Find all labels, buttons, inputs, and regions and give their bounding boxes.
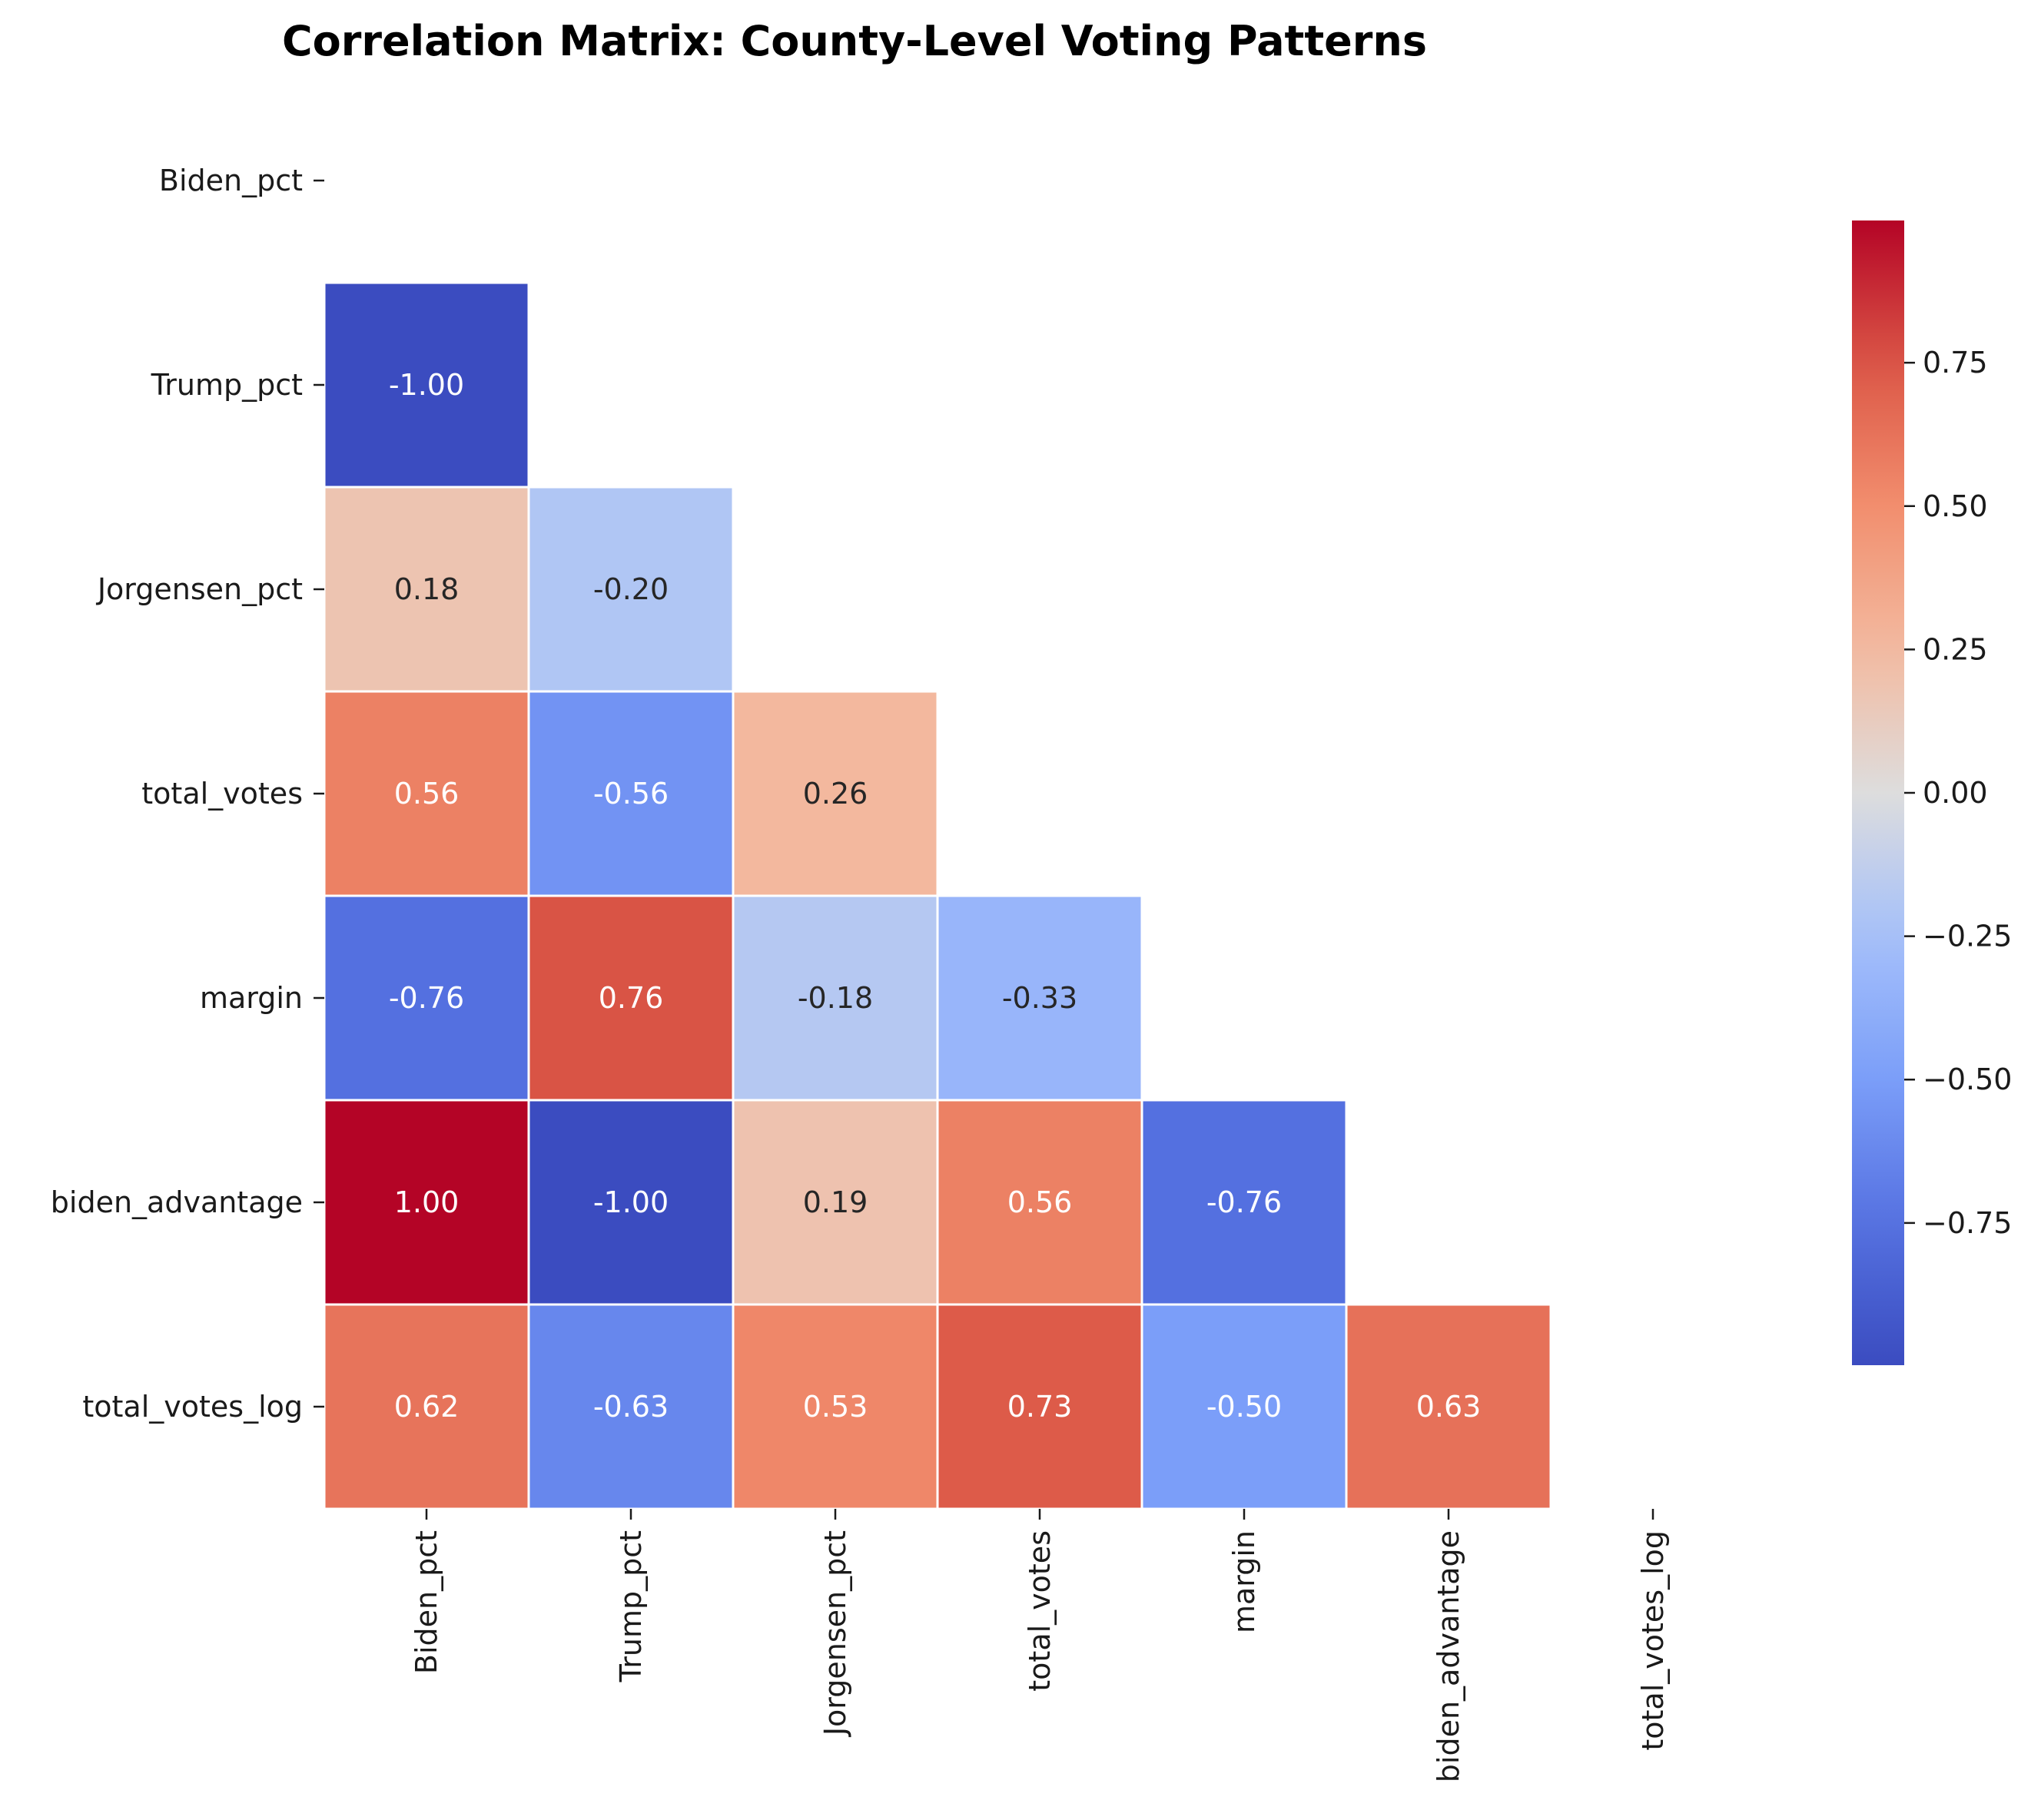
- cell-value-label: -0.56: [593, 777, 669, 811]
- x-tick-label-Jorgensen_pct: Jorgensen_pct: [818, 1530, 852, 1737]
- colorbar-tick-label: −0.75: [1923, 1206, 2012, 1240]
- cell-value-label: 0.76: [599, 981, 664, 1015]
- y-tick-label-total_votes: total_votes: [141, 777, 303, 811]
- cell-value-label: 0.19: [803, 1185, 868, 1219]
- cell-value-label: -0.76: [1206, 1185, 1282, 1219]
- colorbar-tick-label: 0.25: [1923, 632, 1988, 666]
- y-tick-label-Jorgensen_pct: Jorgensen_pct: [96, 572, 303, 606]
- heatmap-cell-total_votes_log-Trump_pct: [527, 1303, 735, 1510]
- heatmap-cell-biden_advantage-total_votes: [936, 1099, 1143, 1306]
- heatmap-cell-biden_advantage-margin: [1140, 1099, 1348, 1306]
- heatmap-cell-biden_advantage-Trump_pct: [527, 1099, 735, 1306]
- heatmap-cell-total_votes_log-margin: [1140, 1303, 1348, 1510]
- cell-value-label: -1.00: [389, 368, 464, 402]
- x-tick-label-total_votes: total_votes: [1023, 1530, 1057, 1692]
- heatmap-cell-total_votes_log-biden_advantage: [1345, 1303, 1552, 1510]
- cell-value-label: 0.62: [394, 1390, 460, 1424]
- cell-value-label: 0.63: [1416, 1390, 1482, 1424]
- y-tick-label-Trump_pct: Trump_pct: [151, 368, 303, 402]
- chart-title: Correlation Matrix: County-Level Voting …: [282, 17, 1427, 65]
- cell-value-label: 0.73: [1007, 1390, 1073, 1424]
- heatmap-cell-total_votes-Trump_pct: [527, 690, 735, 897]
- heatmap-cell-Trump_pct-Biden_pct: [323, 281, 530, 489]
- x-tick-label-Trump_pct: Trump_pct: [614, 1530, 648, 1682]
- heatmap-cell-margin-Trump_pct: [527, 894, 735, 1102]
- cell-value-label: -0.76: [389, 981, 464, 1015]
- cell-value-label: -0.20: [593, 572, 669, 606]
- cell-value-label: 0.56: [1007, 1185, 1073, 1219]
- heatmap-cell-total_votes_log-total_votes: [936, 1303, 1143, 1510]
- cell-value-label: -0.33: [1002, 981, 1077, 1015]
- heatmap-cell-total_votes-Jorgensen_pct: [732, 690, 939, 897]
- x-tick-label-total_votes_log: total_votes_log: [1636, 1530, 1670, 1751]
- cell-value-label: 0.26: [803, 777, 868, 811]
- x-tick-label-Biden_pct: Biden_pct: [410, 1530, 443, 1674]
- y-tick-label-biden_advantage: biden_advantage: [51, 1185, 303, 1219]
- cell-value-label: 0.56: [394, 777, 460, 811]
- heatmap-cells: -1.00 0.18 -0.20 0.56 -0.56 0.26 -0.76 0.76 -0.1…: [323, 281, 1552, 1510]
- heatmap-cell-margin-total_votes: [936, 894, 1143, 1102]
- heatmap-cell-total_votes-Biden_pct: [323, 690, 530, 897]
- heatmap-cell-Jorgensen_pct-Trump_pct: [527, 486, 735, 693]
- colorbar-tick-label: −0.50: [1923, 1062, 2012, 1096]
- x-axis-tick-labels: Biden_pct Trump_pct Jorgensen_pct total_vot…: [410, 1509, 1670, 1782]
- x-tick-label-margin: margin: [1227, 1530, 1261, 1633]
- colorbar-tick-label: 0.50: [1923, 489, 1988, 523]
- heatmap-cell-total_votes_log-Jorgensen_pct: [732, 1303, 939, 1510]
- cell-value-label: 0.18: [394, 572, 460, 606]
- y-tick-label-Biden_pct: Biden_pct: [159, 164, 303, 197]
- cell-value-label: -0.50: [1206, 1390, 1282, 1424]
- cell-value-label: -0.63: [593, 1390, 669, 1424]
- y-axis-tick-labels: Biden_pct Trump_pct Jorgensen_pct total_vot…: [51, 164, 324, 1424]
- cell-value-label: 0.53: [803, 1390, 868, 1424]
- y-tick-label-margin: margin: [200, 981, 303, 1015]
- colorbar-gradient: [1852, 220, 1904, 1365]
- heatmap-cell-Jorgensen_pct-Biden_pct: [323, 486, 530, 693]
- cell-value-label: 1.00: [394, 1185, 460, 1219]
- heatmap-cell-biden_advantage-Jorgensen_pct: [732, 1099, 939, 1306]
- colorbar-tick-label: −0.25: [1923, 920, 2012, 953]
- colorbar: 0.75 0.50 0.25 0.00 −0.25 −0.50 −0.75: [1852, 220, 2012, 1365]
- colorbar-tick-label: 0.00: [1923, 776, 1988, 810]
- x-tick-label-biden_advantage: biden_advantage: [1432, 1530, 1465, 1782]
- colorbar-tick-label: 0.75: [1923, 346, 1988, 380]
- cell-value-label: -0.18: [798, 981, 873, 1015]
- cell-value-label: -1.00: [593, 1185, 669, 1219]
- y-tick-label-total_votes_log: total_votes_log: [82, 1390, 303, 1424]
